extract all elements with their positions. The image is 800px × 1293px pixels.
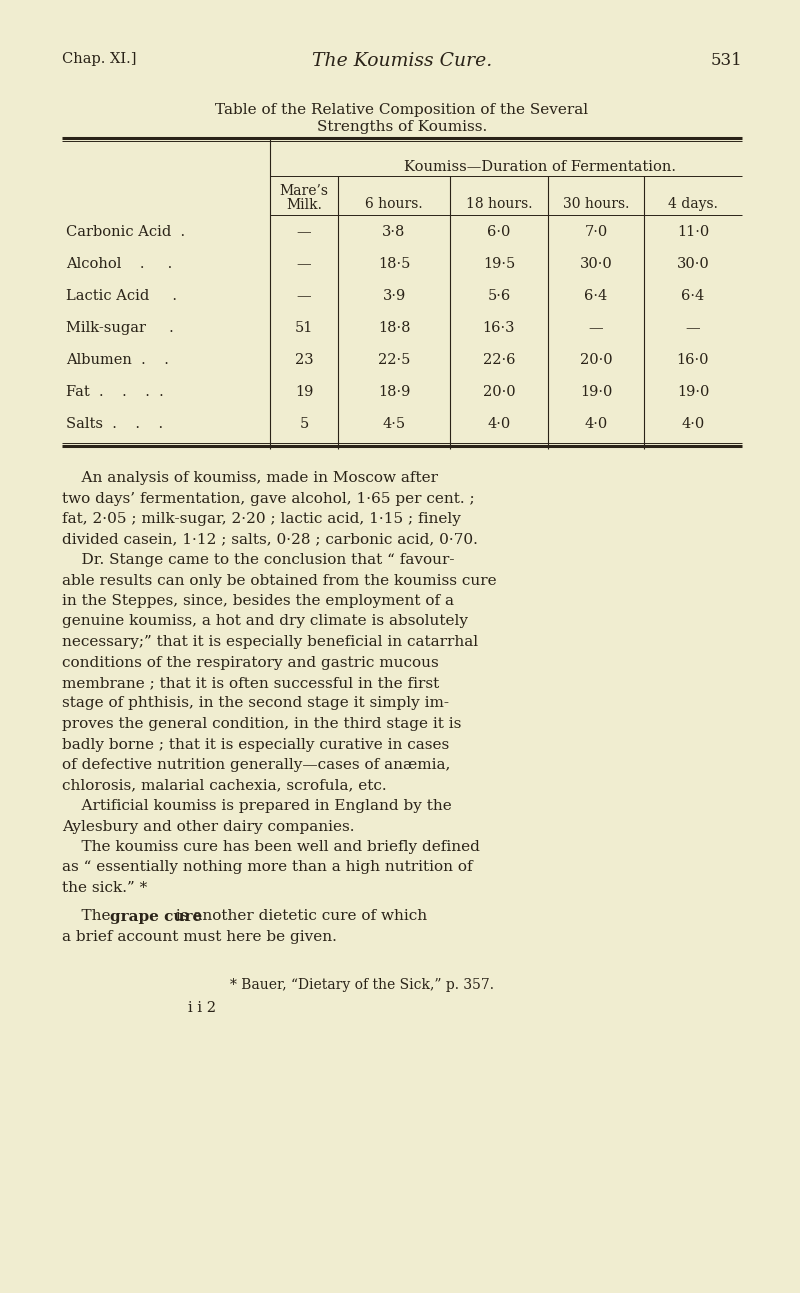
Text: 6 hours.: 6 hours. <box>365 197 423 211</box>
Text: Dr. Stange came to the conclusion that “ favour-: Dr. Stange came to the conclusion that “… <box>62 553 454 568</box>
Text: 6·4: 6·4 <box>584 290 608 303</box>
Text: —: — <box>297 290 311 303</box>
Text: 30·0: 30·0 <box>580 257 612 272</box>
Text: 16·0: 16·0 <box>677 353 710 367</box>
Text: The: The <box>62 909 115 923</box>
Text: An analysis of koumiss, made in Moscow after: An analysis of koumiss, made in Moscow a… <box>62 471 438 485</box>
Text: —: — <box>297 257 311 272</box>
Text: —: — <box>589 321 603 335</box>
Text: Artificial koumiss is prepared in England by the: Artificial koumiss is prepared in Englan… <box>62 799 452 813</box>
Text: 20·0: 20·0 <box>482 385 515 400</box>
Text: 19: 19 <box>295 385 313 400</box>
Text: conditions of the respiratory and gastric mucous: conditions of the respiratory and gastri… <box>62 656 438 670</box>
Text: —: — <box>686 321 700 335</box>
Text: Strengths of Koumiss.: Strengths of Koumiss. <box>317 120 487 134</box>
Text: 6·0: 6·0 <box>487 225 510 239</box>
Text: grape cure: grape cure <box>110 909 202 923</box>
Text: badly borne ; that it is especially curative in cases: badly borne ; that it is especially cura… <box>62 737 450 751</box>
Text: 22·5: 22·5 <box>378 353 410 367</box>
Text: Aylesbury and other dairy companies.: Aylesbury and other dairy companies. <box>62 820 354 834</box>
Text: two days’ fermentation, gave alcohol, 1·65 per cent. ;: two days’ fermentation, gave alcohol, 1·… <box>62 491 474 506</box>
Text: membrane ; that it is often successful in the first: membrane ; that it is often successful i… <box>62 676 439 690</box>
Text: the sick.” *: the sick.” * <box>62 881 147 895</box>
Text: Milk.: Milk. <box>286 198 322 212</box>
Text: 18·5: 18·5 <box>378 257 410 272</box>
Text: The Koumiss Cure.: The Koumiss Cure. <box>312 52 492 70</box>
Text: 4·5: 4·5 <box>382 418 406 431</box>
Text: 18·9: 18·9 <box>378 385 410 400</box>
Text: divided casein, 1·12 ; salts, 0·28 ; carbonic acid, 0·70.: divided casein, 1·12 ; salts, 0·28 ; car… <box>62 533 478 547</box>
Text: as “ essentially nothing more than a high nutrition of: as “ essentially nothing more than a hig… <box>62 861 473 874</box>
Text: 4·0: 4·0 <box>584 418 608 431</box>
Text: * Bauer, “Dietary of the Sick,” p. 357.: * Bauer, “Dietary of the Sick,” p. 357. <box>230 979 494 993</box>
Text: 4 days.: 4 days. <box>668 197 718 211</box>
Text: Milk-sugar     .: Milk-sugar . <box>66 321 174 335</box>
Text: 4·0: 4·0 <box>682 418 705 431</box>
Text: i i 2: i i 2 <box>188 1001 216 1015</box>
Text: Koumiss—Duration of Fermentation.: Koumiss—Duration of Fermentation. <box>404 160 676 175</box>
Text: 3·8: 3·8 <box>382 225 406 239</box>
Text: 7·0: 7·0 <box>584 225 608 239</box>
Text: of defective nutrition generally—cases of anæmia,: of defective nutrition generally—cases o… <box>62 758 450 772</box>
Text: 16·3: 16·3 <box>482 321 515 335</box>
Text: 531: 531 <box>710 52 742 69</box>
Text: 22·6: 22·6 <box>482 353 515 367</box>
Text: genuine koumiss, a hot and dry climate is absolutely: genuine koumiss, a hot and dry climate i… <box>62 614 468 628</box>
Text: 3·9: 3·9 <box>382 290 406 303</box>
Text: Salts  .    .    .: Salts . . . <box>66 418 163 431</box>
Text: 18 hours.: 18 hours. <box>466 197 532 211</box>
Text: The koumiss cure has been well and briefly defined: The koumiss cure has been well and brief… <box>62 840 480 853</box>
Text: 19·5: 19·5 <box>483 257 515 272</box>
Text: 5·6: 5·6 <box>487 290 510 303</box>
Text: is another dietetic cure of which: is another dietetic cure of which <box>171 909 427 923</box>
Text: Mare’s: Mare’s <box>279 184 329 198</box>
Text: 20·0: 20·0 <box>580 353 612 367</box>
Text: 51: 51 <box>295 321 313 335</box>
Text: 30·0: 30·0 <box>677 257 710 272</box>
Text: Table of the Relative Composition of the Several: Table of the Relative Composition of the… <box>215 103 589 116</box>
Text: able results can only be obtained from the koumiss cure: able results can only be obtained from t… <box>62 574 497 587</box>
Text: chlorosis, malarial cachexia, scrofula, etc.: chlorosis, malarial cachexia, scrofula, … <box>62 778 386 793</box>
Text: proves the general condition, in the third stage it is: proves the general condition, in the thi… <box>62 718 462 731</box>
Text: Fat  .    .    .  .: Fat . . . . <box>66 385 164 400</box>
Text: Albumen  .    .: Albumen . . <box>66 353 169 367</box>
Text: Carbonic Acid  .: Carbonic Acid . <box>66 225 185 239</box>
Text: 6·4: 6·4 <box>682 290 705 303</box>
Text: 23: 23 <box>294 353 314 367</box>
Text: 4·0: 4·0 <box>487 418 510 431</box>
Text: 5: 5 <box>299 418 309 431</box>
Text: fat, 2·05 ; milk-sugar, 2·20 ; lactic acid, 1·15 ; finely: fat, 2·05 ; milk-sugar, 2·20 ; lactic ac… <box>62 512 461 526</box>
Text: Chap. XI.]: Chap. XI.] <box>62 52 137 66</box>
Text: 11·0: 11·0 <box>677 225 709 239</box>
Text: 30 hours.: 30 hours. <box>563 197 629 211</box>
Text: Alcohol    .     .: Alcohol . . <box>66 257 172 272</box>
Text: 19·0: 19·0 <box>677 385 709 400</box>
Text: in the Steppes, since, besides the employment of a: in the Steppes, since, besides the emplo… <box>62 593 454 608</box>
Text: 18·8: 18·8 <box>378 321 410 335</box>
Text: a brief account must here be given.: a brief account must here be given. <box>62 930 337 944</box>
Text: 19·0: 19·0 <box>580 385 612 400</box>
Text: —: — <box>297 225 311 239</box>
Text: necessary;” that it is especially beneficial in catarrhal: necessary;” that it is especially benefi… <box>62 635 478 649</box>
Text: Lactic Acid     .: Lactic Acid . <box>66 290 177 303</box>
Text: stage of phthisis, in the second stage it simply im-: stage of phthisis, in the second stage i… <box>62 697 449 710</box>
